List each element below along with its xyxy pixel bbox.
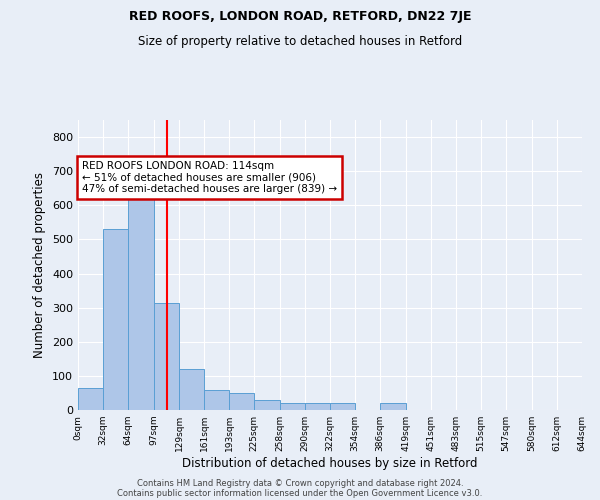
Text: Size of property relative to detached houses in Retford: Size of property relative to detached ho… bbox=[138, 35, 462, 48]
Bar bbox=[330, 403, 355, 410]
Bar bbox=[280, 403, 305, 410]
Bar bbox=[204, 390, 229, 410]
Text: RED ROOFS, LONDON ROAD, RETFORD, DN22 7JE: RED ROOFS, LONDON ROAD, RETFORD, DN22 7J… bbox=[129, 10, 471, 23]
Text: Contains public sector information licensed under the Open Government Licence v3: Contains public sector information licen… bbox=[118, 488, 482, 498]
Bar bbox=[154, 302, 179, 410]
Y-axis label: Number of detached properties: Number of detached properties bbox=[34, 172, 46, 358]
Text: Contains HM Land Registry data © Crown copyright and database right 2024.: Contains HM Land Registry data © Crown c… bbox=[137, 478, 463, 488]
Bar bbox=[254, 400, 280, 410]
Bar bbox=[128, 194, 154, 410]
Text: RED ROOFS LONDON ROAD: 114sqm
← 51% of detached houses are smaller (906)
47% of : RED ROOFS LONDON ROAD: 114sqm ← 51% of d… bbox=[82, 161, 337, 194]
Bar bbox=[179, 369, 204, 410]
Bar bbox=[229, 393, 254, 410]
X-axis label: Distribution of detached houses by size in Retford: Distribution of detached houses by size … bbox=[182, 457, 478, 470]
Bar bbox=[380, 403, 406, 410]
Bar bbox=[103, 229, 128, 410]
Bar bbox=[305, 403, 330, 410]
Bar bbox=[78, 388, 103, 410]
